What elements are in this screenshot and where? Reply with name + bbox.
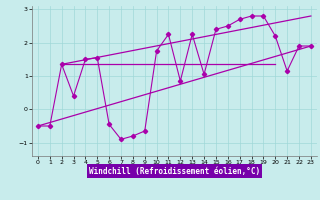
- X-axis label: Windchill (Refroidissement éolien,°C): Windchill (Refroidissement éolien,°C): [89, 167, 260, 176]
